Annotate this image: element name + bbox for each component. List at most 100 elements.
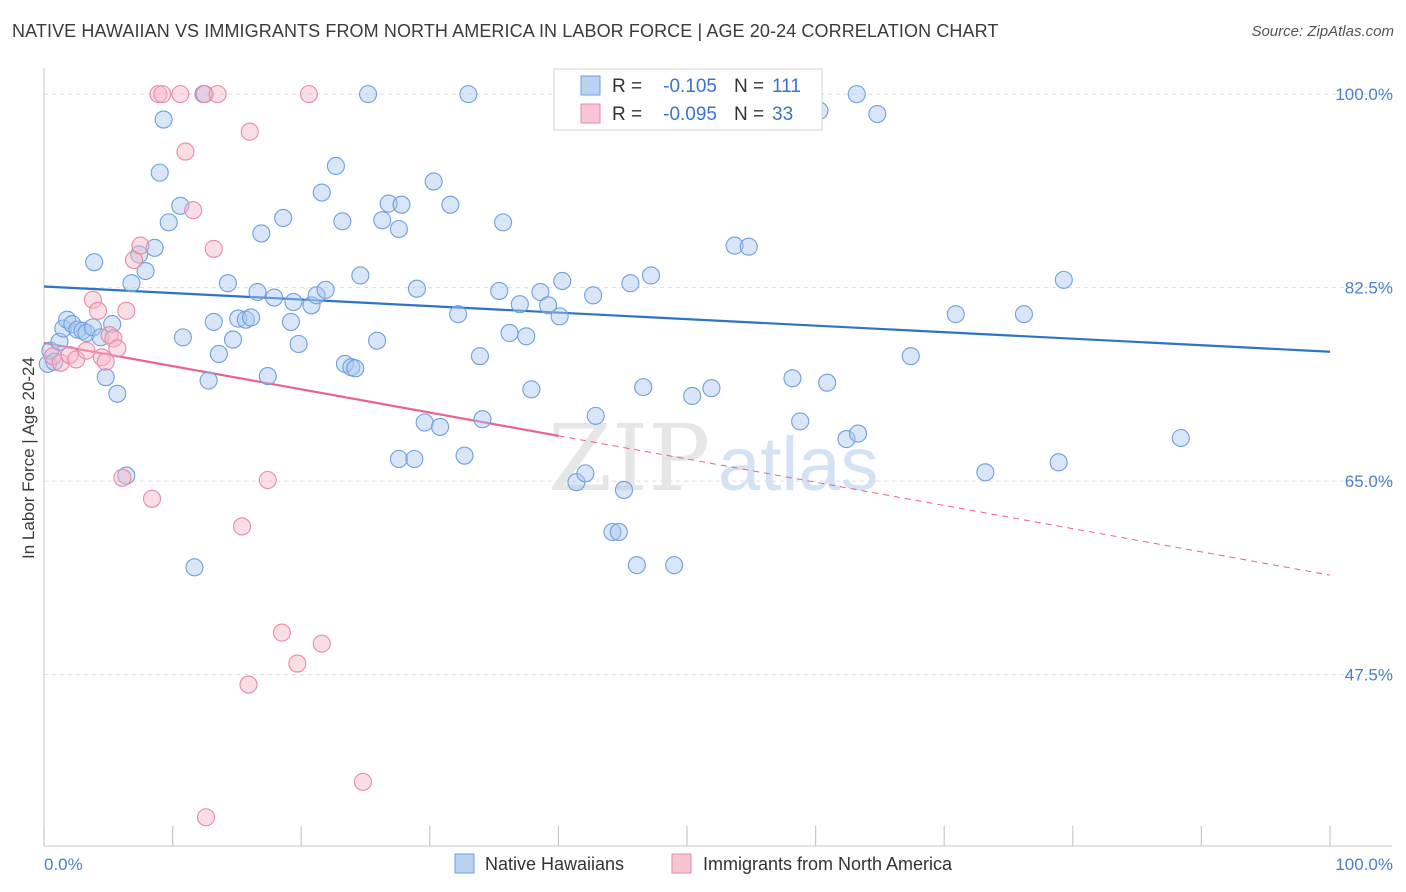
- point-s0-60: [389, 449, 408, 469]
- point-s1-6: [88, 301, 108, 320]
- point-s1-19: [171, 85, 190, 104]
- point-s1-12: [113, 468, 132, 487]
- point-s0-57: [379, 194, 398, 213]
- axes: [43, 68, 1392, 847]
- bottom-legend-label-0: Native Hawaiians: [485, 854, 624, 874]
- point-s1-27: [258, 470, 277, 490]
- point-s1-20: [176, 142, 195, 161]
- point-s1-21: [184, 201, 203, 220]
- point-s0-38: [258, 367, 277, 386]
- point-s0-22: [154, 110, 173, 129]
- point-s1-28: [272, 623, 291, 642]
- point-s0-109: [976, 463, 995, 482]
- bottom-legend-label-1: Immigrants from North America: [703, 854, 953, 874]
- bottom-legend: Native Hawaiians Immigrants from North Am…: [454, 853, 953, 874]
- point-s0-11: [85, 253, 104, 272]
- point-s0-103: [837, 430, 856, 449]
- y-axis-label: In Labor Force | Age 20-24: [19, 357, 38, 559]
- point-s1-33: [196, 808, 216, 827]
- point-s0-36: [248, 282, 267, 302]
- bottom-legend-swatch-1: [671, 853, 692, 874]
- point-s1-8: [96, 352, 115, 371]
- point-s1-18: [153, 85, 172, 104]
- legend-n-value-1: 33: [772, 104, 793, 125]
- point-s0-81: [553, 271, 572, 291]
- point-s1-24: [208, 85, 227, 104]
- point-s1-25: [232, 517, 252, 536]
- point-s0-113: [1171, 428, 1190, 448]
- point-s0-76: [517, 327, 536, 346]
- point-s1-32: [353, 772, 372, 791]
- point-s0-102: [818, 373, 837, 392]
- point-s1-16: [142, 489, 162, 508]
- point-s0-83: [576, 464, 595, 483]
- point-s0-23: [159, 213, 178, 232]
- point-s0-79: [539, 296, 558, 315]
- point-s0-112: [1054, 270, 1073, 289]
- point-s0-43: [289, 334, 308, 354]
- point-s0-95: [702, 379, 721, 398]
- trend-line-1: [43, 341, 559, 437]
- point-s0-85: [586, 406, 605, 425]
- x-tick-label-0: 0.0%: [44, 855, 83, 874]
- point-s0-70: [470, 347, 490, 366]
- trend-line-0: [43, 285, 1331, 353]
- trend-line-extension-1: [558, 435, 1331, 576]
- point-s0-71: [473, 410, 492, 429]
- point-s0-2: [45, 352, 64, 371]
- point-s0-64: [424, 172, 443, 191]
- point-s0-53: [351, 266, 370, 285]
- point-s0-31: [218, 274, 237, 293]
- point-s0-84: [584, 286, 603, 305]
- point-s0-20: [145, 238, 164, 257]
- point-s0-78: [531, 282, 550, 302]
- point-s0-4: [54, 319, 73, 338]
- point-s0-108: [946, 305, 965, 324]
- point-s0-6: [63, 315, 82, 334]
- point-s0-90: [627, 556, 646, 575]
- point-s0-13: [96, 368, 115, 387]
- point-s0-105: [848, 424, 868, 443]
- point-s0-74: [500, 323, 519, 342]
- legend-n-value-0: 111: [772, 76, 801, 97]
- point-s1-22: [195, 85, 214, 104]
- legend-n-label-1: N =: [734, 104, 764, 125]
- point-s0-63: [415, 413, 434, 432]
- point-s0-14: [103, 315, 122, 334]
- point-s1-13: [117, 301, 136, 320]
- point-s0-107: [901, 347, 920, 366]
- point-s0-10: [83, 318, 102, 337]
- legend-swatch-0: [580, 75, 601, 96]
- point-s0-29: [204, 312, 223, 331]
- point-s0-62: [407, 279, 426, 298]
- point-s0-80: [550, 307, 569, 326]
- point-s0-111: [1049, 453, 1068, 472]
- legend-n-label-0: N =: [734, 76, 764, 97]
- legend-r-value-0: -0.105: [663, 76, 717, 97]
- point-s0-89: [621, 274, 640, 293]
- point-s0-47: [316, 280, 335, 299]
- point-s0-44: [302, 296, 321, 315]
- point-s1-30: [299, 85, 318, 104]
- point-s1-34: [240, 122, 259, 141]
- point-s0-15: [108, 384, 127, 403]
- y-tick-labels: 100.0% 82.5% 65.0% 47.5%: [1335, 85, 1393, 684]
- point-s0-17: [122, 274, 141, 293]
- point-s0-67: [449, 305, 468, 324]
- point-s0-37: [252, 224, 271, 243]
- point-s0-97: [739, 237, 758, 256]
- point-s0-104: [847, 85, 866, 104]
- point-s0-42: [284, 292, 303, 312]
- point-s0-96: [725, 236, 744, 255]
- point-s0-39: [265, 288, 284, 307]
- chart-source: Source: ZipAtlas.com: [1251, 23, 1394, 40]
- point-s0-32: [223, 330, 243, 349]
- point-s0-56: [373, 211, 392, 230]
- legend-r-label-0: R =: [612, 76, 642, 97]
- point-s1-17: [149, 85, 168, 104]
- point-s1-23: [204, 239, 223, 258]
- legend-r-value-1: -0.095: [663, 104, 717, 125]
- point-s0-73: [494, 213, 513, 232]
- point-s0-41: [281, 312, 300, 331]
